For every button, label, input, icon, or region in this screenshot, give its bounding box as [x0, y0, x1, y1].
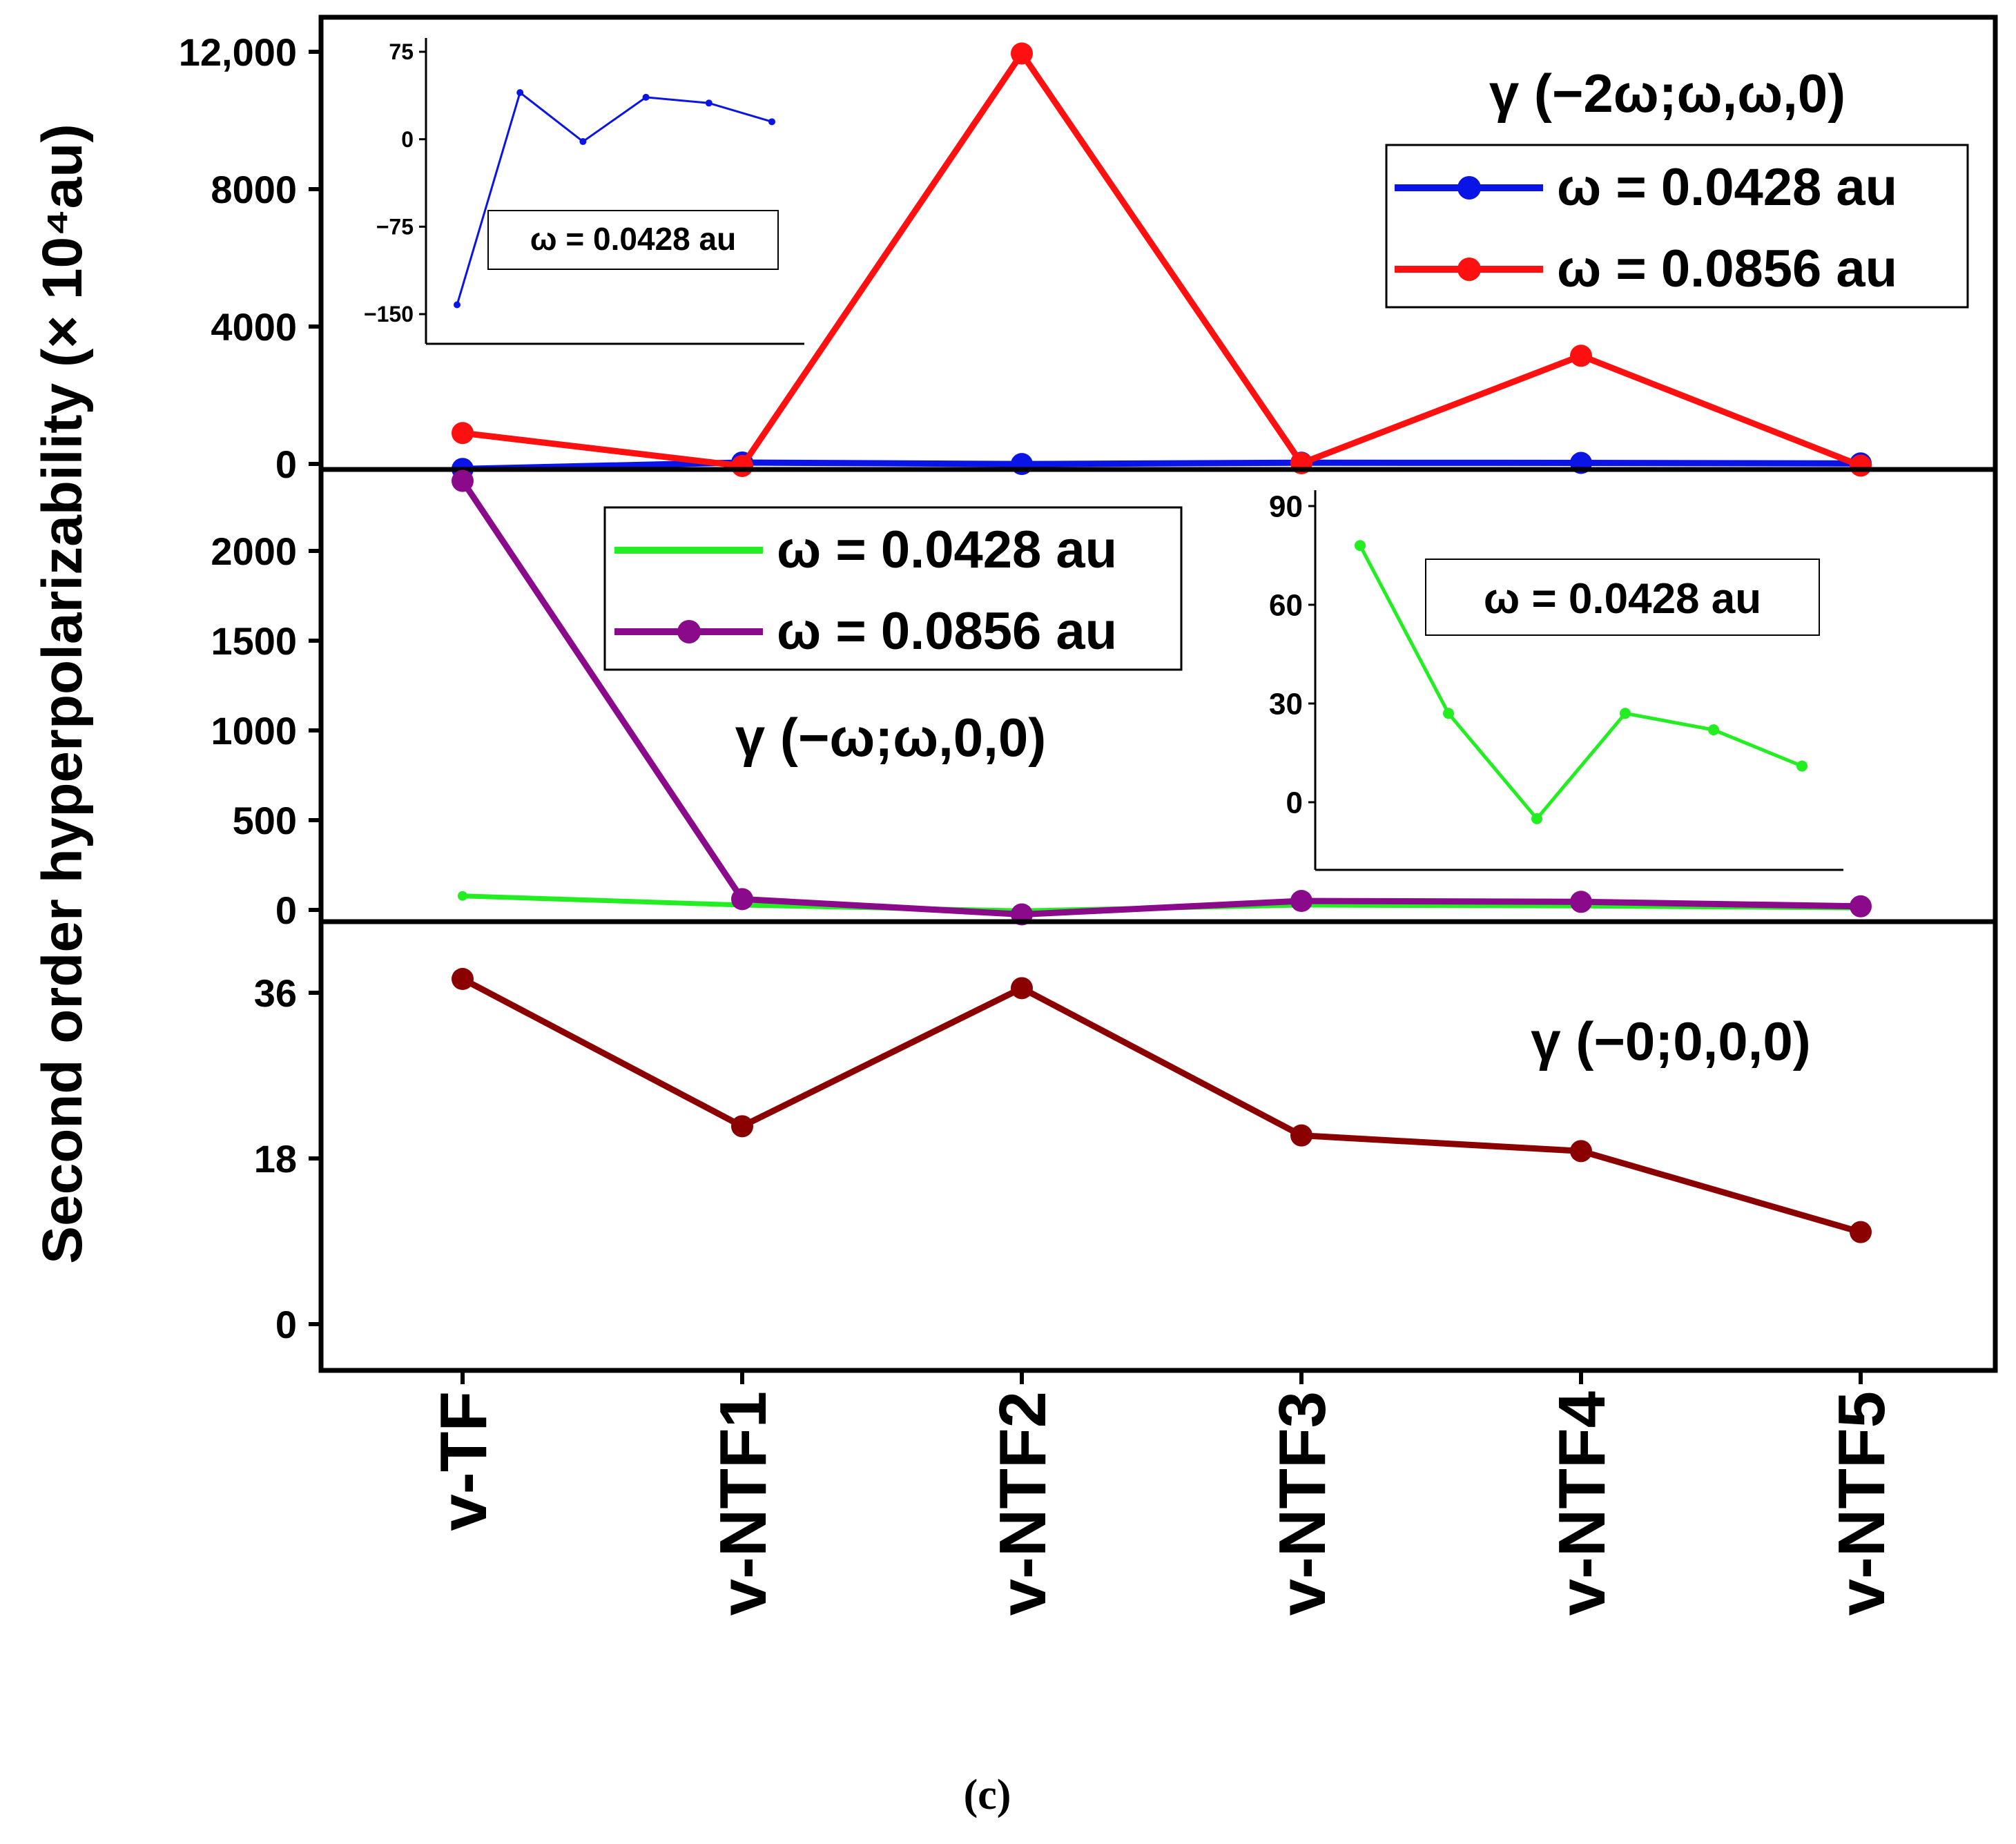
panel-frame	[318, 919, 1998, 1373]
y-axis-label-text: Second order hyperpolarizability (× 10⁴a…	[31, 124, 94, 1263]
x-axis: v-TF v-NTF1 v-NTF2 v-NTF3 v-NTF4 v-NTF5	[427, 1370, 1899, 1615]
data-point-darkred	[1011, 977, 1033, 1000]
inset-data-point	[642, 93, 650, 101]
panel-title: γ (−2ω;ω,ω,0)	[1489, 63, 1845, 124]
x-tick-label: v-NTF1	[706, 1391, 780, 1615]
legend-marker-red	[1457, 258, 1481, 281]
inset-y-tick-label: 75	[389, 39, 414, 64]
inset-data-point	[705, 99, 713, 107]
inset-data-point	[1531, 813, 1542, 824]
inset-series-line	[456, 90, 773, 305]
data-point-red	[731, 454, 753, 477]
legend-label: ω = 0.0428 au	[1557, 158, 1897, 217]
y-tick-label: 4000	[211, 305, 297, 349]
inset-plot: 75 0 −75 −150 ω = 0.0428 au	[364, 38, 804, 345]
inset-label: ω = 0.0428 au	[1484, 575, 1761, 623]
data-point-darkred	[1850, 1221, 1872, 1243]
legend-label: ω = 0.0428 au	[777, 521, 1117, 579]
series-line-red	[462, 48, 1862, 469]
inset-data-point	[1355, 540, 1366, 552]
inset-data-point	[1796, 760, 1807, 772]
inset-data-point	[1708, 724, 1719, 736]
inset-y-tick-label: −75	[376, 215, 414, 240]
inset-y-tick-label: −150	[364, 302, 414, 327]
inset-data-point	[516, 89, 524, 97]
legend-box	[1385, 144, 1969, 309]
y-tick-label: 1000	[211, 709, 297, 753]
y-axis-label: Second order hyperpolarizability (× 10⁴a…	[31, 124, 94, 1263]
inset-label-box	[1425, 559, 1820, 636]
inset-series-line	[1358, 545, 1803, 822]
inset-data-point	[768, 118, 775, 126]
data-point-purple	[1850, 895, 1872, 918]
data-point-purple	[1570, 891, 1592, 913]
x-tick-label: v-NTF3	[1266, 1391, 1339, 1615]
data-point-darkred	[452, 968, 474, 990]
panel-title: γ (−ω;ω,0,0)	[735, 707, 1046, 768]
x-tick-label: v-NTF4	[1545, 1391, 1619, 1615]
data-point-darkred	[1290, 1124, 1312, 1147]
inset-data-point	[1620, 708, 1631, 719]
y-tick-label: 18	[254, 1137, 297, 1181]
series-line-darkred	[461, 976, 1862, 1235]
data-point-red	[452, 422, 474, 445]
panel-title: γ (−0;0,0,0)	[1531, 1011, 1810, 1071]
legend-box	[603, 506, 1183, 671]
legend-label: ω = 0.0856 au	[1557, 240, 1897, 298]
data-point-red	[1011, 42, 1033, 65]
inset-y-tick-label: 90	[1269, 489, 1303, 523]
data-point-purple	[452, 469, 474, 492]
panel-bottom: 0 18 36 γ (−0;0,0,0)	[254, 919, 1998, 1373]
data-point-green	[458, 891, 467, 901]
panel-middle: 0 500 1000 1500 2000 γ (−ω;ω,0,0) ω = 0.0428 a…	[211, 467, 1998, 932]
inset-y-tick-label: 0	[1286, 786, 1303, 819]
inset-data-point	[454, 301, 461, 309]
y-tick-label: 8000	[211, 168, 297, 211]
legend-marker-blue	[1457, 176, 1481, 200]
data-point-red	[1850, 454, 1872, 477]
inset-y-tick-label: 60	[1269, 588, 1303, 622]
y-tick-label: 0	[275, 1303, 297, 1346]
y-tick-label: 2000	[211, 530, 297, 573]
legend-label: ω = 0.0856 au	[777, 602, 1117, 661]
data-point-darkred	[1570, 1140, 1592, 1163]
data-point-red	[1570, 344, 1592, 367]
legend-marker-purple	[677, 620, 701, 643]
series-line-purple	[460, 479, 1861, 918]
inset-label: ω = 0.0428 au	[530, 221, 736, 257]
inset-data-point	[1443, 708, 1454, 719]
x-tick-label: v-NTF5	[1825, 1391, 1899, 1615]
x-tick-label: v-NTF2	[986, 1391, 1060, 1615]
inset-data-point	[579, 138, 587, 146]
data-point-purple	[1290, 890, 1312, 912]
x-tick-label: v-TF	[427, 1391, 501, 1531]
legend: ω = 0.0428 au ω = 0.0856 au	[1385, 144, 1969, 309]
data-point-purple	[731, 888, 753, 911]
y-tick-label: 12,000	[179, 30, 297, 74]
inset-label-box	[487, 210, 779, 270]
y-tick-label: 0	[275, 443, 297, 486]
y-tick-label: 1500	[211, 619, 297, 663]
panels: 0 4000 8000 12,000 γ (−2ω;ω,ω,0) ω = 0.0428 a…	[179, 14, 1998, 1373]
legend: ω = 0.0428 au ω = 0.0856 au	[603, 506, 1183, 671]
inset-y-tick-label: 0	[401, 127, 414, 152]
inset-y-tick-label: 30	[1269, 687, 1303, 721]
figure-label: (c)	[964, 1772, 1011, 1818]
y-tick-label: 500	[233, 799, 297, 842]
y-tick-label: 0	[275, 889, 297, 932]
inset-plot: 90 60 30 0 ω = 0.0428 au	[1269, 489, 1843, 871]
y-tick-label: 36	[254, 971, 297, 1015]
data-point-darkred	[731, 1115, 753, 1138]
